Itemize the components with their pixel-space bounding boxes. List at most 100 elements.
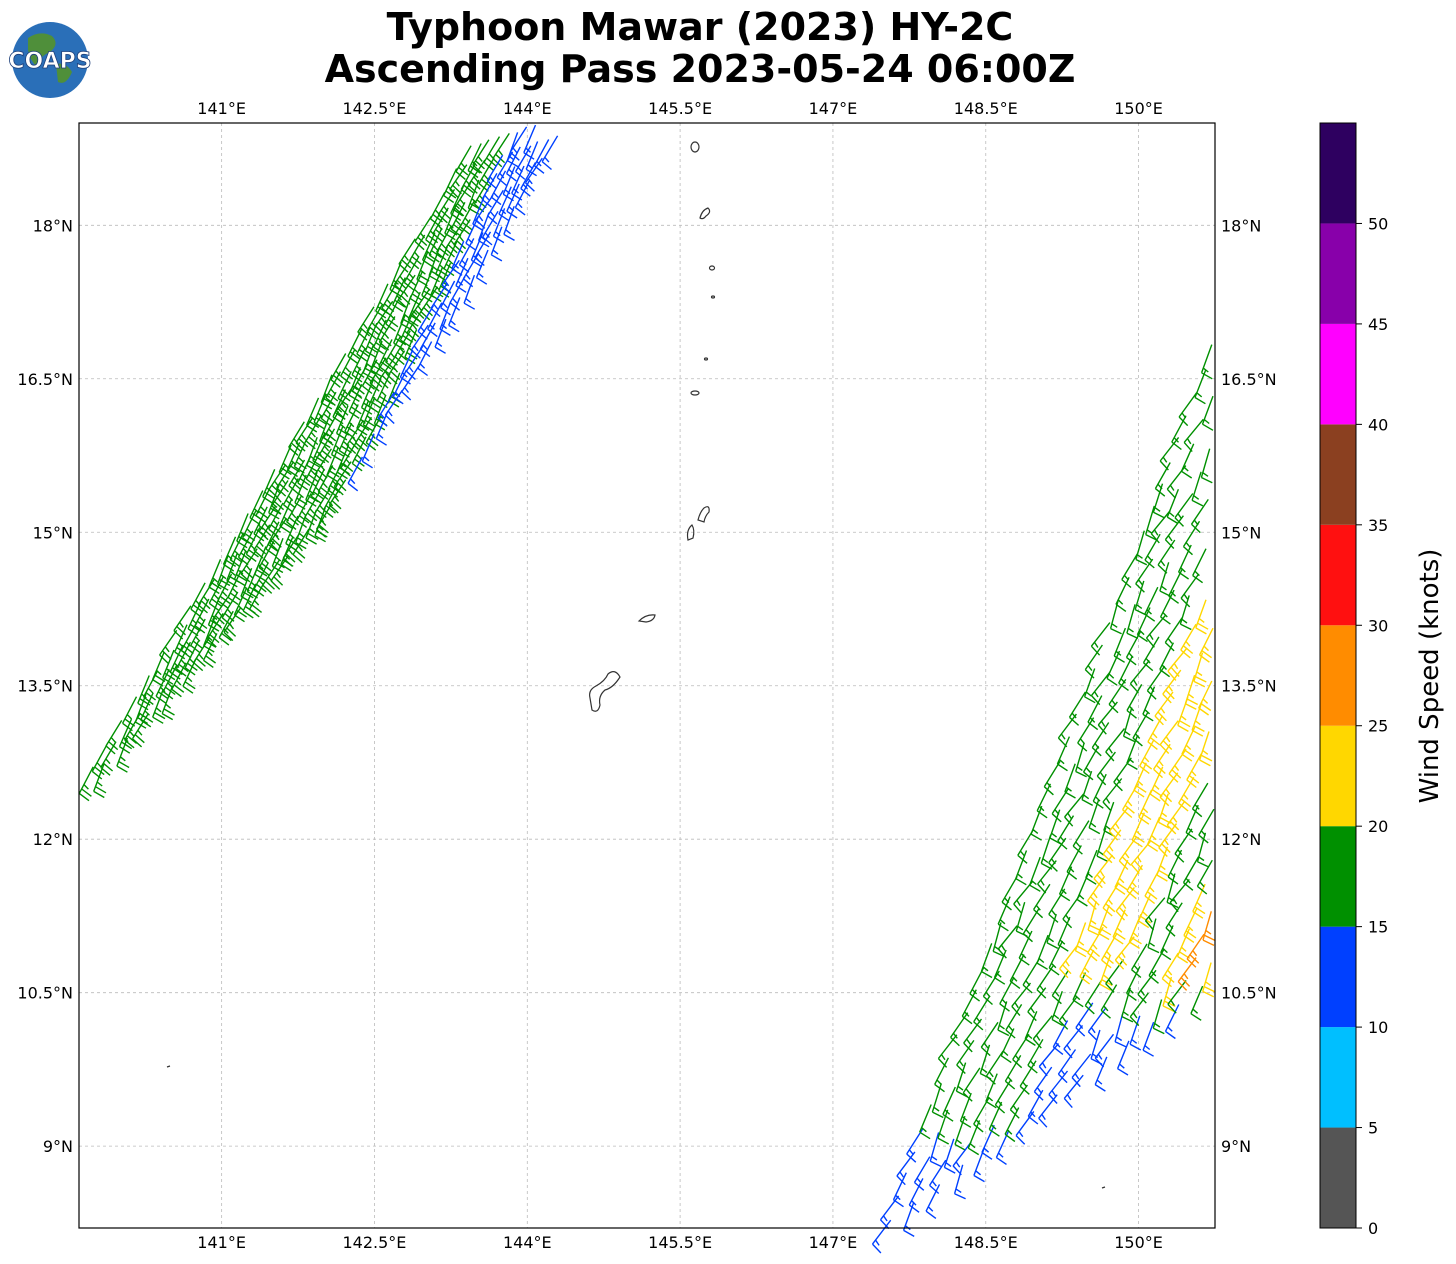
wind-barb bbox=[253, 506, 268, 542]
wind-barb bbox=[282, 532, 301, 567]
wind-barb bbox=[1177, 957, 1197, 991]
wind-barb bbox=[152, 688, 166, 724]
wind-barb bbox=[292, 528, 310, 564]
wind-barb bbox=[1037, 860, 1057, 894]
lon-tick-label: 147°E bbox=[809, 1233, 858, 1252]
wind-barb bbox=[375, 300, 394, 335]
wind-barb bbox=[93, 763, 107, 799]
wind-barb bbox=[297, 455, 312, 491]
wind-barb bbox=[362, 396, 376, 432]
wind-barb bbox=[1142, 636, 1160, 672]
lat-tick-label: 18°N bbox=[33, 216, 73, 235]
wind-barb bbox=[393, 315, 407, 351]
wind-barb bbox=[416, 251, 430, 287]
colorbar-segment bbox=[1320, 123, 1356, 224]
lat-tick-label: 12°N bbox=[1221, 830, 1261, 849]
lat-tick-label: 15°N bbox=[33, 523, 73, 542]
wind-barb bbox=[414, 215, 432, 251]
wind-barb bbox=[459, 200, 476, 235]
wind-barb bbox=[1159, 772, 1179, 807]
wind-barb bbox=[378, 354, 398, 389]
wind-barb bbox=[240, 548, 258, 583]
wind-barb bbox=[973, 996, 991, 1031]
wind-barb bbox=[1196, 859, 1213, 895]
wind-barb bbox=[1090, 671, 1111, 706]
island-outline bbox=[708, 265, 716, 271]
wind-barb bbox=[1121, 553, 1138, 589]
wind-barb bbox=[1195, 599, 1209, 635]
wind-barb bbox=[1136, 607, 1151, 643]
wind-barb bbox=[328, 479, 347, 514]
colorbar-segment bbox=[1320, 424, 1356, 525]
wind-barb bbox=[1083, 668, 1096, 704]
wind-barb bbox=[169, 644, 184, 680]
wind-barb bbox=[490, 226, 503, 262]
lat-tick-label: 13.5°N bbox=[17, 677, 73, 696]
wind-barb bbox=[1099, 955, 1113, 991]
colorbar-tick-label: 20 bbox=[1368, 817, 1388, 836]
wind-barb bbox=[967, 1120, 981, 1156]
wind-barb bbox=[187, 601, 202, 637]
wind-barb bbox=[1102, 778, 1123, 812]
wind-barb bbox=[448, 297, 461, 333]
wind-barb bbox=[1190, 499, 1209, 534]
lat-tick-label: 10.5°N bbox=[17, 984, 73, 1003]
wind-barb bbox=[985, 1073, 998, 1109]
wind-barb bbox=[896, 1151, 916, 1186]
gridlines bbox=[79, 123, 1215, 1228]
wind-barb bbox=[1009, 954, 1025, 989]
wind-barb bbox=[268, 464, 287, 499]
wind-barb bbox=[378, 316, 396, 351]
wind-barb bbox=[934, 1057, 950, 1093]
chart-title-line1: Typhoon Mawar (2023) HY-2C bbox=[387, 5, 1014, 49]
wind-barb bbox=[435, 225, 452, 261]
wind-barb bbox=[1018, 930, 1033, 966]
wind-barb bbox=[953, 1164, 966, 1200]
wind-barb bbox=[1106, 650, 1121, 686]
wind-barb bbox=[1097, 905, 1112, 941]
wind-barb bbox=[1167, 849, 1183, 885]
wind-barb bbox=[304, 490, 321, 526]
wind-barb bbox=[1181, 726, 1196, 762]
wind-barb bbox=[492, 133, 510, 168]
wind-barb bbox=[1079, 949, 1095, 985]
wind-barb bbox=[1077, 717, 1095, 752]
wind-barb bbox=[1022, 959, 1040, 994]
wind-barb bbox=[1144, 533, 1161, 569]
wind-barb bbox=[1169, 878, 1190, 913]
wind-barb bbox=[943, 1138, 956, 1174]
wind-barb bbox=[190, 618, 206, 654]
wind-barb bbox=[913, 1156, 931, 1191]
wind-barb bbox=[326, 447, 340, 483]
wind-barb bbox=[365, 416, 382, 451]
wind-barb bbox=[1183, 418, 1204, 453]
wind-barb bbox=[1085, 849, 1098, 885]
island-outline bbox=[1101, 1186, 1106, 1189]
wind-barb bbox=[236, 513, 250, 549]
colorbar-tick-label: 15 bbox=[1368, 918, 1388, 937]
wind-barb bbox=[1096, 751, 1116, 786]
wind-barb bbox=[208, 559, 222, 595]
wind-barb bbox=[997, 925, 1018, 959]
wind-barb bbox=[1185, 804, 1199, 840]
island-outline bbox=[697, 506, 710, 523]
wind-barb bbox=[1105, 728, 1126, 762]
wind-barb bbox=[962, 1067, 981, 1102]
colorbar-tick-label: 30 bbox=[1368, 616, 1388, 635]
wind-barb bbox=[312, 432, 326, 468]
wind-barb bbox=[541, 135, 559, 171]
wind-barb bbox=[1032, 1015, 1053, 1049]
wind-barb bbox=[381, 281, 398, 317]
wind-barb bbox=[295, 417, 314, 452]
island-outline bbox=[690, 141, 700, 153]
wind-barb bbox=[155, 668, 170, 704]
wind-barb bbox=[384, 335, 402, 371]
wind-barb bbox=[1180, 623, 1197, 659]
wind-barb bbox=[222, 536, 237, 572]
wind-barb bbox=[1167, 979, 1187, 1014]
wind-barb bbox=[1166, 488, 1180, 524]
wind-barb bbox=[1102, 882, 1120, 917]
wind-barb bbox=[1137, 969, 1157, 1004]
wind-barb bbox=[496, 151, 514, 186]
